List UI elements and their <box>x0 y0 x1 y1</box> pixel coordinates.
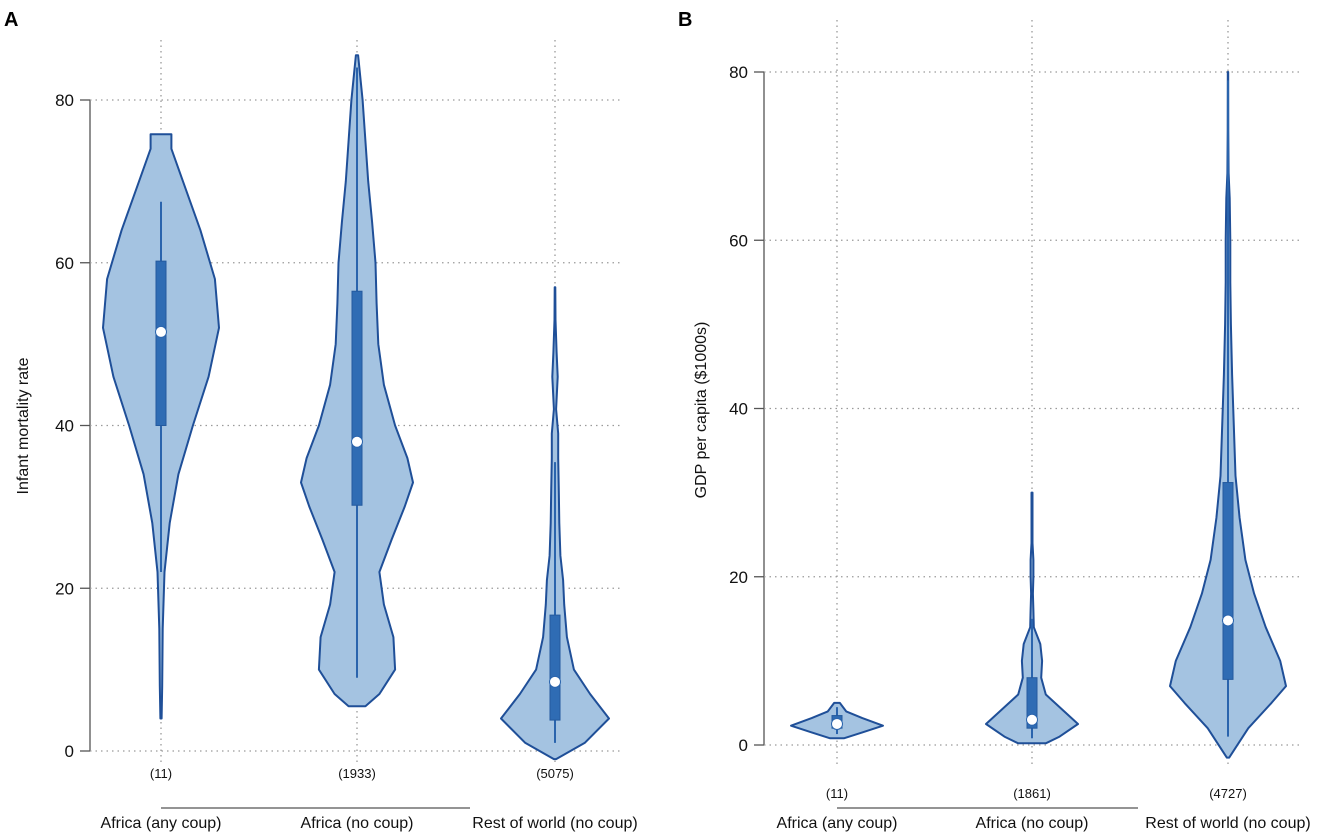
panel-b-ytick-label-0: 0 <box>739 736 748 755</box>
panel-b-category-africa-no-coup: Africa (no coup) <box>976 815 1089 832</box>
panel-a-category-africa-no-coup: Africa (no coup) <box>301 815 414 832</box>
panel-a-iqr-box-africa-no-coup <box>351 290 363 506</box>
panel-a-median-africa-no-coup <box>351 435 363 448</box>
panel-b-ytick-label-20: 20 <box>729 568 748 587</box>
panel-a-iqr-box-rest-of-world-no-coup <box>549 614 561 721</box>
panel-a-counts: (11) (1933) (5075) <box>150 766 574 781</box>
panel-b-iqr-box-africa-no-coup <box>1026 677 1038 729</box>
panel-b-counts: (11) (1861) (4727) <box>826 786 1247 801</box>
panel-a-category-rest-of-world: Rest of world (no coup) <box>472 815 637 832</box>
panel-b-count-rest-of-world: (4727) <box>1209 786 1247 801</box>
panel-a-violins <box>102 54 610 761</box>
panel-a-label: A <box>4 9 18 31</box>
panel-a-iqr-box-africa-any-coup <box>155 260 167 426</box>
panel-b-iqr-box-rest-of-world-no-coup <box>1222 482 1234 680</box>
panel-a-median-africa-any-coup <box>155 325 167 338</box>
panel-b-ytick-label-40: 40 <box>729 400 748 419</box>
panel-a-ytick-label-20: 20 <box>55 579 74 598</box>
panel-a-y-ticks: 0 20 40 60 80 <box>55 91 90 761</box>
panel-a-category-africa-any-coup: Africa (any coup) <box>101 815 222 832</box>
panel-a: A Infant mortality rate 0 20 40 60 80 (11) (… <box>4 9 638 832</box>
panel-a-ytick-label-60: 60 <box>55 254 74 273</box>
panel-b-ytick-label-60: 60 <box>729 231 748 250</box>
panel-b-violin-africa-no-coup <box>985 491 1079 745</box>
panel-a-ytick-label-40: 40 <box>55 417 74 436</box>
panel-b-median-africa-no-coup <box>1026 713 1038 726</box>
panel-b-median-africa-any-coup <box>831 717 843 730</box>
panel-a-categories: Africa (any coup) Africa (no coup) Rest … <box>101 815 638 832</box>
panel-b-categories: Africa (any coup) Africa (no coup) Rest … <box>777 815 1311 832</box>
panel-a-count-rest-of-world: (5075) <box>536 766 574 781</box>
panel-b-label: B <box>678 9 692 31</box>
panel-b-y-axis-title: GDP per capita ($1000s) <box>693 322 710 499</box>
panel-a-ytick-label-80: 80 <box>55 91 74 110</box>
panel-b-count-africa-no-coup: (1861) <box>1013 786 1051 801</box>
panel-b-median-rest-of-world-no-coup <box>1222 614 1234 627</box>
panel-b-y-ticks: 0 20 40 60 80 <box>729 63 764 755</box>
panel-a-y-axis-title: Infant mortality rate <box>15 357 32 494</box>
panel-b-violins <box>790 71 1287 759</box>
panel-b-category-africa-any-coup: Africa (any coup) <box>777 815 898 832</box>
panel-a-median-rest-of-world-no-coup <box>549 675 561 688</box>
panel-b-ytick-label-80: 80 <box>729 63 748 82</box>
panel-a-count-africa-any-coup: (11) <box>150 766 172 781</box>
panel-a-count-africa-no-coup: (1933) <box>338 766 376 781</box>
panel-a-ytick-label-0: 0 <box>65 742 74 761</box>
panel-b-count-africa-any-coup: (11) <box>826 786 848 801</box>
panel-b-category-rest-of-world: Rest of world (no coup) <box>1145 815 1310 832</box>
panel-b: B GDP per capita ($1000s) 0 20 40 60 80 (11)… <box>678 9 1311 832</box>
